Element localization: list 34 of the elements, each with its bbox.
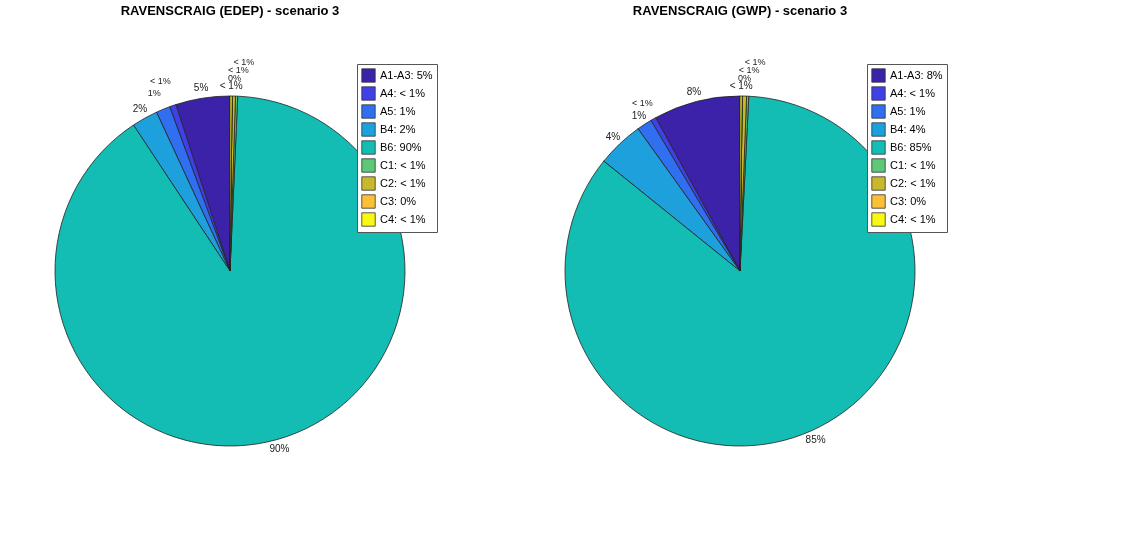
legend-label: B6: 90% [380, 140, 422, 153]
legend-label: C4: < 1% [890, 212, 936, 225]
data-label: < 1% [149, 76, 171, 87]
legend-label: C1: < 1% [890, 158, 936, 171]
legend-label: C3: 0% [890, 194, 927, 207]
data-label: 2% [132, 103, 148, 115]
data-label: 8% [686, 85, 702, 97]
data-label: 1% [147, 87, 161, 98]
data-label: 4% [605, 130, 621, 142]
data-label: < 1% [744, 57, 766, 68]
data-label: < 1% [233, 57, 255, 68]
legend-label: C2: < 1% [890, 176, 936, 189]
data-label: < 1% [738, 65, 760, 76]
legend-label: A1-A3: 5% [380, 68, 433, 81]
legend-label: C2: < 1% [380, 176, 426, 189]
legend-label: A4: < 1% [890, 86, 936, 99]
legend-label: B6: 85% [890, 140, 932, 153]
data-label: 1% [631, 110, 647, 122]
legend-label: A5: 1% [890, 104, 926, 117]
legend-label: C1: < 1% [380, 158, 426, 171]
data-label: 85% [805, 433, 826, 445]
legend-label: A5: 1% [380, 104, 416, 117]
chart-title: RAVENSCRAIG (EDEP) - scenario 3 [120, 3, 340, 18]
data-label: < 1% [228, 65, 249, 76]
data-label: 5% [193, 82, 209, 94]
data-label: 90% [269, 443, 290, 455]
legend-label: C3: 0% [380, 194, 417, 207]
data-label: < 1% [631, 98, 653, 109]
chart-title: RAVENSCRAIG (GWP) - scenario 3 [632, 3, 848, 18]
legend-label: C4: < 1% [380, 212, 426, 225]
legend-label: A1-A3: 8% [890, 68, 943, 81]
legend-label: B4: 2% [380, 122, 416, 135]
legend-label: A4: < 1% [380, 86, 426, 99]
legend-label: B4: 4% [890, 122, 926, 135]
